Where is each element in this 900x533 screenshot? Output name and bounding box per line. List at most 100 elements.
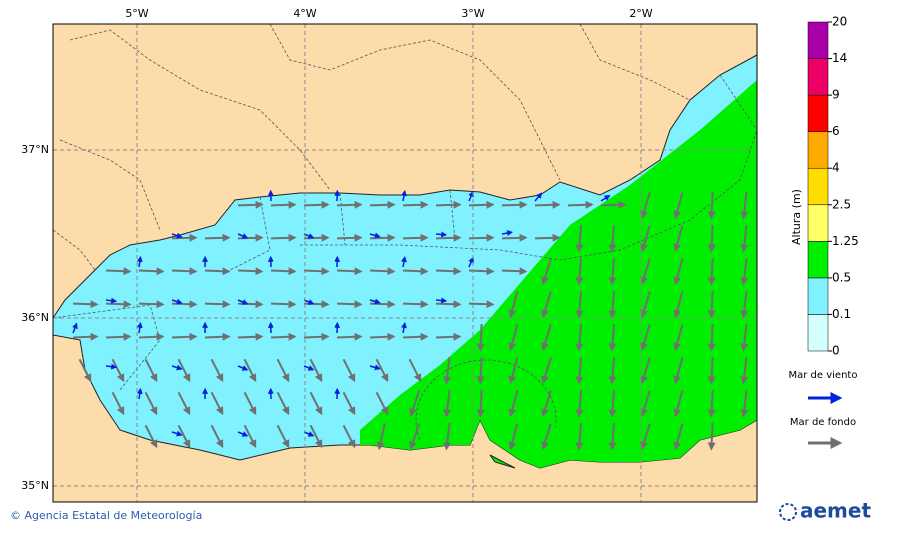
- swell-arrow: [171, 332, 198, 341]
- colorbar-label: 1.25: [832, 234, 859, 248]
- swell-arrow: [640, 357, 651, 384]
- swell-arrow: [375, 358, 389, 383]
- swell-arrow: [508, 291, 519, 319]
- swell-arrow: [541, 324, 552, 351]
- colorbar-label: 2.5: [832, 197, 851, 211]
- swell-arrow: [409, 423, 421, 450]
- swell-arrow: [369, 332, 396, 341]
- colorbar-label: 0.1: [832, 307, 851, 321]
- swell-arrow: [210, 391, 224, 416]
- swell-arrow: [541, 291, 552, 318]
- colorbar-segment: [807, 277, 829, 315]
- wind-arrow: [369, 232, 381, 239]
- coast-detail: [489, 454, 516, 469]
- swell-arrow: [336, 332, 363, 341]
- wind-arrow: [468, 190, 474, 202]
- wind-arrow: [369, 364, 381, 371]
- swell-arrow: [501, 200, 528, 209]
- swell-arrow: [600, 200, 627, 209]
- swell-arrow: [673, 225, 684, 253]
- swell-arrow: [608, 257, 617, 286]
- wind-arrow: [400, 321, 407, 334]
- swell-arrow: [673, 423, 684, 451]
- swell-arrow: [673, 390, 684, 418]
- swell-arrow: [468, 233, 495, 242]
- swell-arrow: [210, 424, 224, 449]
- swell-arrow: [534, 200, 561, 209]
- swell-arrow: [336, 200, 363, 209]
- swell-arrow: [243, 358, 257, 383]
- swell-arrow: [138, 332, 165, 341]
- colorbar-label: 20: [832, 15, 847, 29]
- swell-arrow: [171, 233, 198, 242]
- colorbar-segment: [807, 241, 829, 279]
- swell-arrow: [72, 332, 99, 341]
- wind-arrow: [171, 430, 183, 437]
- lon-tick-label: 2°W: [629, 7, 652, 20]
- swell-arrow: [443, 422, 452, 451]
- swell-arrow: [508, 423, 519, 451]
- wind-arrow: [303, 365, 315, 371]
- colorbar-segment: [807, 21, 829, 59]
- swell-arrow: [435, 200, 462, 209]
- wind-arrow: [237, 431, 249, 437]
- swell-arrow: [105, 332, 132, 341]
- swell-arrow: [270, 332, 297, 341]
- swell-arrow: [237, 267, 264, 276]
- swell-arrow: [443, 356, 452, 385]
- swell-arrow: [608, 323, 617, 352]
- swell-arrow: [303, 332, 330, 341]
- swell-arrow: [276, 358, 290, 383]
- colorbar-label: 14: [832, 51, 847, 65]
- swell-arrow: [369, 267, 396, 276]
- swell-arrow: [309, 358, 323, 383]
- swell-arrow: [270, 233, 297, 242]
- swell-arrow: [640, 258, 651, 285]
- swell-arrow: [740, 356, 749, 385]
- swell-arrow: [270, 200, 297, 209]
- swell-arrow: [342, 391, 356, 416]
- swell-arrow: [534, 233, 561, 242]
- swell-arrow: [501, 267, 528, 276]
- wind-arrow: [501, 230, 514, 237]
- swell-arrow: [541, 390, 552, 417]
- swell-arrow: [409, 390, 421, 417]
- swell-arrow: [342, 424, 356, 449]
- swell-arrow: [303, 200, 330, 209]
- swell-arrow: [575, 257, 584, 286]
- swell-arrow: [707, 389, 716, 418]
- wind-arrow: [600, 195, 611, 202]
- swell-arrow: [402, 267, 429, 276]
- swell-arrow: [435, 267, 462, 276]
- swell-arrow: [105, 267, 132, 276]
- lon-tick-label: 4°W: [293, 7, 316, 20]
- swell-arrow: [237, 200, 264, 209]
- swell-arrow: [276, 391, 290, 416]
- swell-arrow: [508, 324, 519, 352]
- swell-arrow: [508, 357, 519, 385]
- swell-arrow: [243, 424, 257, 449]
- swell-arrow: [210, 358, 224, 383]
- map-area: [53, 24, 757, 502]
- swell-arrow: [740, 323, 749, 352]
- swell-arrow: [740, 191, 749, 220]
- wind-arrow: [136, 321, 143, 334]
- swell-arrow: [673, 357, 684, 385]
- swell-arrow: [105, 300, 132, 309]
- swell-arrow: [270, 300, 297, 309]
- lon-tick-label: 5°W: [125, 7, 148, 20]
- swell-arrow: [276, 424, 290, 449]
- swell-arrow: [575, 323, 584, 352]
- swell-arrow: [673, 324, 684, 352]
- swell-arrow: [673, 258, 684, 286]
- swell-arrow: [204, 300, 231, 309]
- legend-swell: Mar de fondo: [790, 417, 856, 428]
- swell-arrow: [144, 358, 158, 383]
- swell-arrow: [138, 267, 165, 276]
- wind-arrow: [105, 297, 118, 304]
- swell-arrow: [336, 233, 363, 242]
- swell-arrow: [376, 423, 386, 451]
- zone-border: [53, 74, 757, 441]
- swell-arrow: [303, 300, 330, 309]
- swell-arrow: [476, 356, 485, 385]
